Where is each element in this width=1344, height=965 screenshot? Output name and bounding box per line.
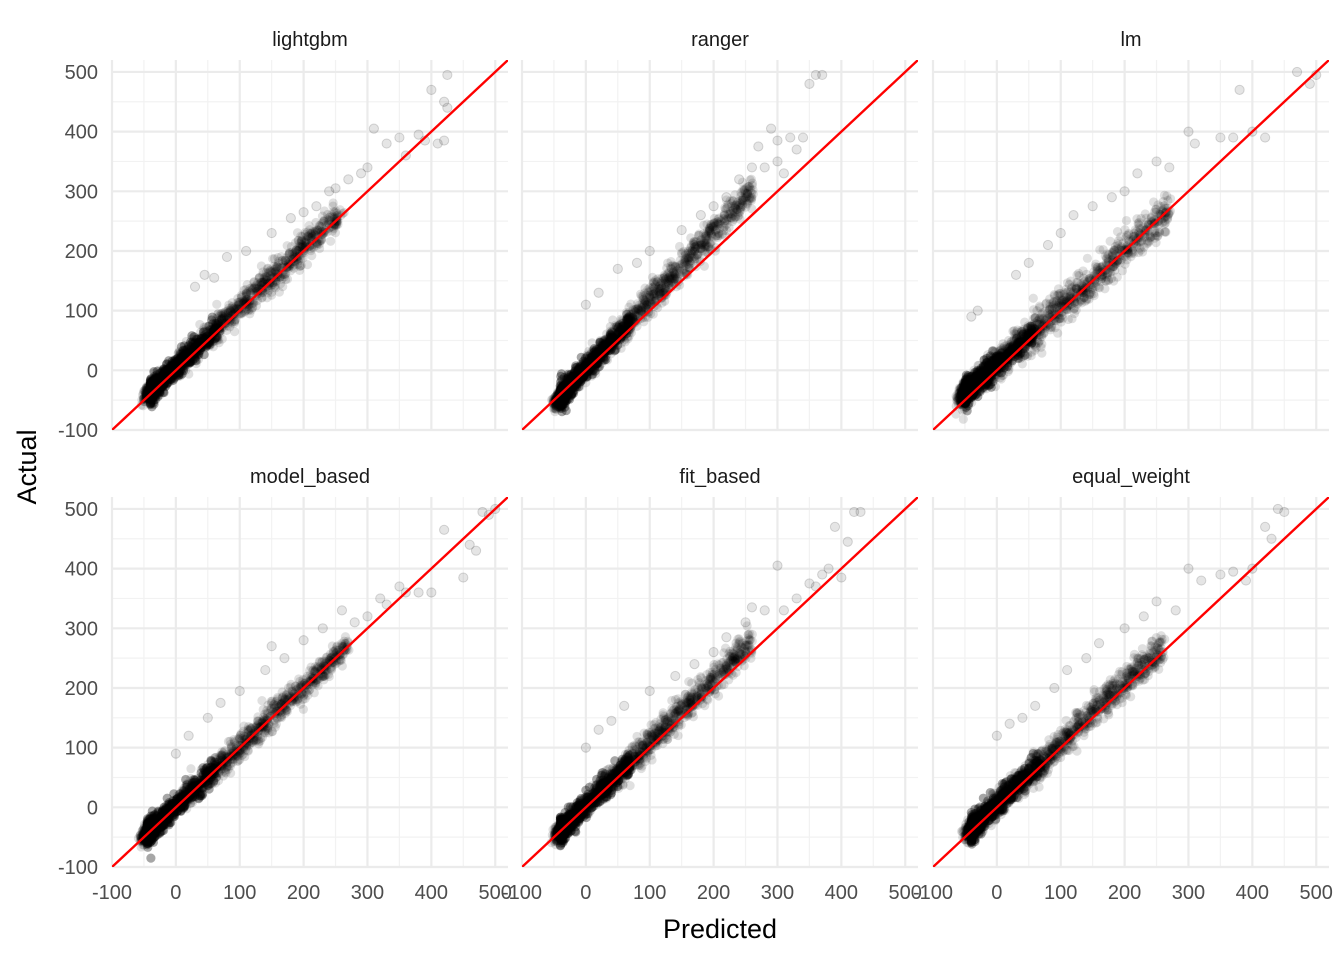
data-point xyxy=(734,210,743,219)
outlier-point xyxy=(363,163,372,172)
data-point xyxy=(592,345,601,354)
data-point xyxy=(294,236,303,245)
outlier-point xyxy=(222,252,231,261)
data-point xyxy=(255,273,264,282)
data-point xyxy=(1029,294,1038,303)
outlier-point xyxy=(773,136,782,145)
data-point xyxy=(212,300,221,309)
outlier-point xyxy=(805,79,814,88)
data-point xyxy=(719,226,728,235)
outlier-point xyxy=(427,85,436,94)
outlier-point xyxy=(382,139,391,148)
panel-title: ranger xyxy=(691,29,749,51)
data-point xyxy=(293,260,302,269)
panel-title: lm xyxy=(1120,29,1141,51)
data-point xyxy=(657,277,666,286)
data-point xyxy=(155,369,164,378)
data-point xyxy=(669,268,678,277)
data-point xyxy=(280,272,289,281)
outlier-point xyxy=(709,202,718,211)
outlier-point xyxy=(766,124,775,133)
outlier-point xyxy=(735,175,744,184)
outlier-point xyxy=(286,214,295,223)
outlier-point xyxy=(747,163,756,172)
data-point xyxy=(205,325,214,334)
data-point xyxy=(329,207,338,216)
points xyxy=(547,70,827,416)
outlier-point xyxy=(779,169,788,178)
data-point xyxy=(188,338,197,347)
data-point xyxy=(556,401,565,410)
outlier-point xyxy=(760,163,769,172)
data-point xyxy=(699,221,708,230)
data-point xyxy=(319,217,328,226)
outlier-point xyxy=(798,133,807,142)
outlier-point xyxy=(581,300,590,309)
data-point xyxy=(694,231,703,240)
y-tick-label: 300 xyxy=(65,181,98,203)
outlier-point xyxy=(299,208,308,217)
panel-title: lightgbm xyxy=(272,29,348,51)
outlier-point xyxy=(818,70,827,79)
outlier-point xyxy=(786,133,795,142)
outlier-point xyxy=(632,258,641,267)
outlier-point xyxy=(443,103,452,112)
outlier-point xyxy=(190,282,199,291)
data-point xyxy=(640,300,649,309)
data-point xyxy=(568,389,577,398)
outlier-point xyxy=(200,270,209,279)
data-point xyxy=(326,237,335,246)
points xyxy=(137,70,452,411)
data-point xyxy=(702,242,711,251)
data-point xyxy=(730,190,739,199)
data-point xyxy=(641,290,650,299)
outlier-point xyxy=(443,70,452,79)
outlier-point xyxy=(754,142,763,151)
data-point xyxy=(749,190,758,199)
outlier-point xyxy=(395,133,404,142)
data-point xyxy=(303,260,312,269)
reference-line xyxy=(522,60,918,430)
data-point xyxy=(707,229,716,238)
outlier-point xyxy=(242,246,251,255)
y-tick-label: 100 xyxy=(65,301,98,323)
outlier-point xyxy=(773,157,782,166)
outlier-point xyxy=(267,228,276,237)
panel-ranger: ranger xyxy=(522,29,918,430)
y-tick-label: 500 xyxy=(65,62,98,84)
outlier-point xyxy=(440,136,449,145)
outlier-point xyxy=(210,273,219,282)
reference-line xyxy=(112,60,508,430)
data-point xyxy=(663,258,672,267)
outlier-point xyxy=(722,193,731,202)
y-tick-label: 0 xyxy=(87,360,98,382)
data-point xyxy=(595,362,604,371)
outlier-point xyxy=(696,211,705,220)
outlier-point xyxy=(594,288,603,297)
y-tick-label: 200 xyxy=(65,241,98,263)
outlier-point xyxy=(645,246,654,255)
outlier-point xyxy=(613,264,622,273)
outlier-point xyxy=(792,145,801,154)
outlier-point xyxy=(312,202,321,211)
panel-lightgbm: lightgbm -100 0 100 200 300 400 500 xyxy=(58,29,508,442)
y-tick-label: 400 xyxy=(65,122,98,144)
data-point xyxy=(208,312,217,321)
data-point xyxy=(329,198,338,207)
outlier-point xyxy=(369,124,378,133)
outlier-point xyxy=(677,225,686,234)
data-point xyxy=(622,314,631,323)
data-point xyxy=(149,400,158,409)
outlier-point xyxy=(344,175,353,184)
data-point xyxy=(725,209,734,218)
y-tick-label: -100 xyxy=(58,420,98,442)
panel-lm: lm xyxy=(933,29,1329,430)
data-point xyxy=(677,248,686,257)
outlier-point xyxy=(331,184,340,193)
